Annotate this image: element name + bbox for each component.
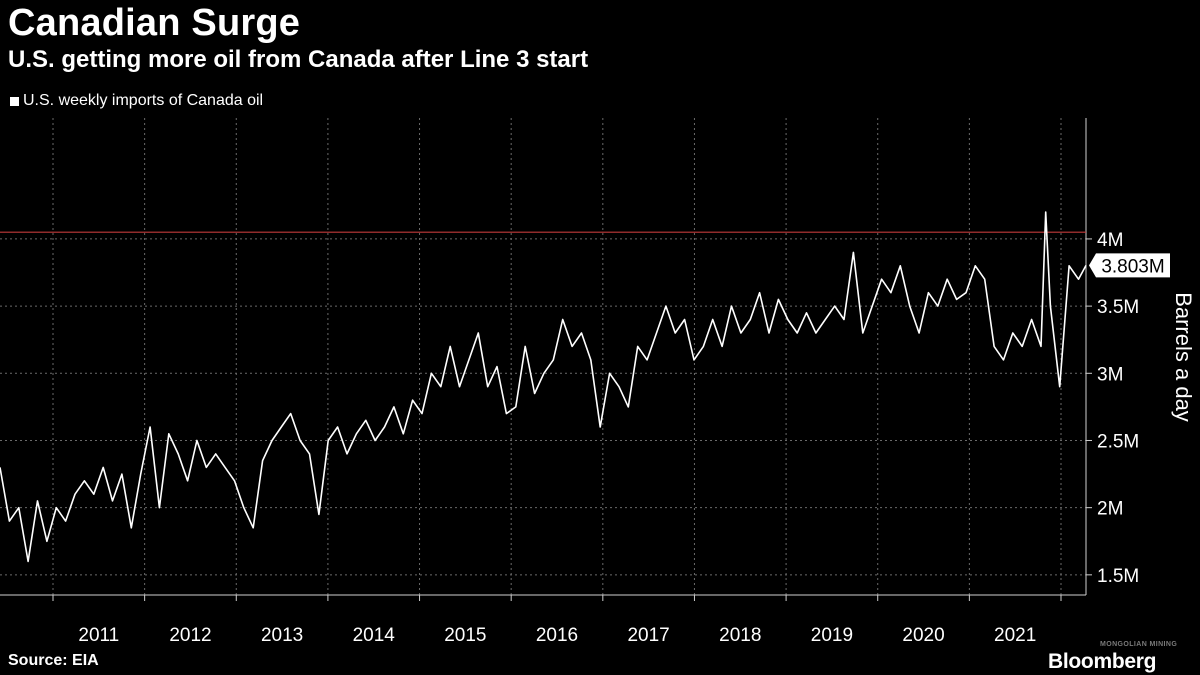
y-tick-label-1: 2M [1097,499,1123,520]
legend-label: U.S. weekly imports of Canada oil [23,92,264,109]
y-tick-label-3: 3M [1097,364,1123,385]
series-group [0,211,1087,563]
y-tick-label-2: 2.5M [1097,431,1139,452]
watermark-text: MONGOLIAN MINING [1100,641,1178,648]
source-note: Source: EIA [8,652,99,669]
x-tick-label-8: 2019 [811,625,853,646]
x-tick-label-10: 2021 [994,625,1036,646]
bloomberg-logo: Bloomberg [1048,650,1157,673]
x-tick-label-0: 2011 [78,625,119,646]
last-value-callout-group: 3.803M [1089,253,1170,278]
y-axis-label: Barrels a day [1171,292,1196,422]
chart-subtitle: U.S. getting more oil from Canada after … [8,46,589,73]
legend: U.S. weekly imports of Canada oil [10,92,263,110]
y-tick-label-4: 3.5M [1097,297,1139,318]
x-tick-label-2: 2013 [261,625,303,646]
series-line-0 [0,211,1087,563]
x-tick-label-7: 2018 [719,625,761,646]
axes [0,118,1092,601]
legend-swatch [10,96,19,106]
last-value-label: 3.803M [1101,256,1164,277]
chart-title: Canadian Surge [8,2,301,44]
x-tick-label-6: 2017 [627,625,669,646]
y-tick-label-5: 4M [1097,230,1123,251]
last-value-callout [1089,253,1170,278]
y-tick-labels: 1.5M 2M 2.5M 3M 3.5M 4M [1097,230,1139,587]
x-tick-label-3: 2014 [353,625,396,646]
vertical-gridlines [52,118,1062,595]
horizontal-gridlines [0,238,1086,576]
x-tick-labels: 2011 2012 2013 2014 2015 2016 2017 2018 2019 2020… [78,625,1036,646]
y-tick-label-0: 1.5M [1097,566,1139,587]
x-tick-label-9: 2020 [902,625,944,646]
x-tick-label-5: 2016 [536,625,578,646]
x-tick-label-4: 2015 [444,625,486,646]
x-tick-label-1: 2012 [169,625,211,646]
